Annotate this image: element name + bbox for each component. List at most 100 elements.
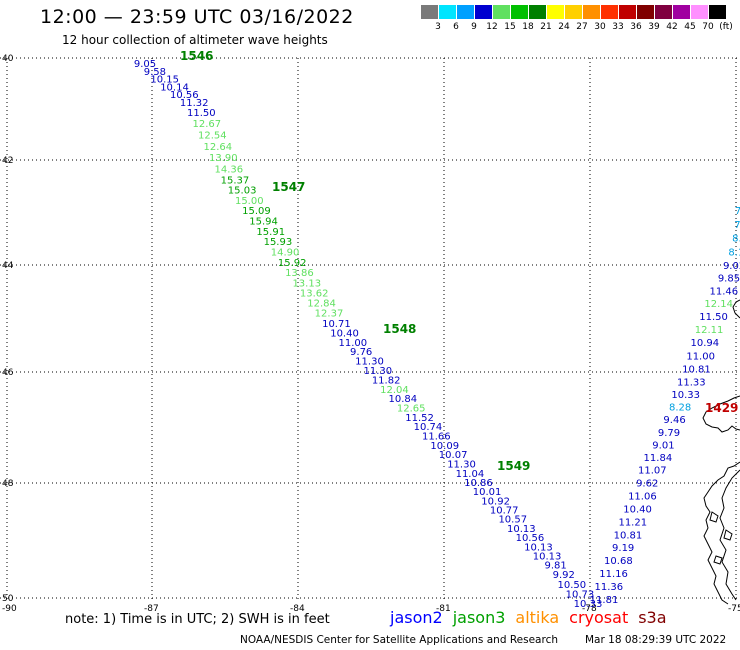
color-scale-swatch — [583, 5, 600, 19]
color-scale-label: 27 — [576, 22, 588, 32]
color-scale-label: 24 — [558, 22, 570, 32]
swh-value: 9.46 — [663, 415, 685, 426]
color-scale-swatch — [511, 5, 528, 19]
color-scale-label: 15 — [504, 22, 516, 32]
swh-value: 11.06 — [628, 491, 657, 502]
swh-value: 13.90 — [209, 153, 238, 164]
swh-value: 13.13 — [292, 278, 321, 289]
swh-value: 11.04 — [456, 469, 485, 480]
swh-value: 12.14 — [704, 299, 733, 310]
swh-value: 11.84 — [644, 453, 673, 464]
color-scale-label: 39 — [648, 22, 660, 32]
swh-value: 10.13 — [533, 551, 562, 562]
color-scale-swatch — [439, 5, 456, 19]
swh-value: 11.36 — [594, 582, 623, 593]
swh-value: 12.37 — [315, 309, 344, 320]
lon-tick-label: -90 — [2, 604, 17, 614]
swh-value: 9.79 — [658, 428, 680, 439]
color-scale-swatch — [493, 5, 510, 19]
color-scale-swatch — [457, 5, 474, 19]
color-scale-label: 30 — [594, 22, 606, 32]
swh-value: 10.33 — [574, 599, 603, 610]
swh-value: 15.92 — [278, 258, 307, 269]
swh-value: 12.84 — [307, 299, 336, 310]
swh-value: 11.81 — [590, 595, 619, 606]
color-scale-label: 21 — [540, 22, 552, 32]
swh-value: 15.09 — [242, 206, 271, 217]
lat-tick-label: 44 — [2, 261, 14, 271]
swh-value: 11.00 — [339, 338, 368, 349]
swh-value: 10.77 — [490, 506, 519, 517]
swh-value: 9.92 — [553, 570, 575, 581]
swh-value: 10.86 — [464, 478, 493, 489]
swh-value: 11.30 — [364, 366, 393, 377]
swh-value: 15.94 — [249, 217, 278, 228]
time-marker-label: 1429 — [705, 401, 738, 415]
color-scale-swatch — [619, 5, 636, 19]
swh-value: 11.21 — [618, 517, 647, 528]
color-scale-label: 9 — [471, 22, 477, 32]
map-title: 12:00 — 23:59 UTC 03/16/2022 — [40, 6, 354, 28]
swh-value: 15.00 — [235, 196, 264, 207]
swh-value: 11.50 — [699, 312, 728, 323]
color-scale-label: 18 — [522, 22, 534, 32]
color-scale-swatch — [691, 5, 708, 19]
color-scale-label: 6 — [453, 22, 459, 32]
swh-value: 9.76 — [350, 347, 372, 358]
swh-value: 15.37 — [221, 175, 250, 186]
time-markers: 1546 1547 1548 1549 1429 — [180, 49, 738, 473]
swh-value: 9.19 — [612, 543, 634, 554]
swh-value: 10.15 — [150, 75, 179, 86]
swh-value: 10.74 — [414, 422, 443, 433]
lon-tick-label: -84 — [290, 604, 305, 614]
lat-tick-label: 46 — [2, 368, 14, 378]
color-scale-swatch — [529, 5, 546, 19]
swh-value: 10.40 — [623, 504, 652, 515]
color-scale-label: 36 — [630, 22, 642, 32]
swh-value: 10.68 — [604, 556, 633, 567]
swh-value: 10.13 — [524, 542, 553, 553]
color-scale-swatch — [547, 5, 564, 19]
credit-timestamp: Mar 18 08:29:39 UTC 2022 — [585, 634, 727, 646]
mission-label: s3a — [638, 608, 667, 627]
mission-label: cryosat — [569, 608, 629, 627]
swh-value: 10.81 — [614, 530, 643, 541]
altimeter-tracks: 9.059.5810.1510.1410.5611.3211.5012.6712… — [134, 59, 740, 610]
swh-value: 12.04 — [380, 385, 409, 396]
swh-value: 13.86 — [285, 268, 314, 279]
color-scale-swatch — [655, 5, 672, 19]
swh-value: 12.54 — [198, 131, 227, 142]
axis-labels: 40 42 44 46 48 50-90 -87 -84 -81 -78 -75 — [2, 54, 740, 614]
footer-note: note: 1) Time is in UTC; 2) SWH is in fe… — [65, 612, 330, 627]
color-scale-label: 42 — [666, 22, 678, 32]
swh-value: 10.81 — [682, 365, 711, 376]
swh-value: 11.30 — [447, 460, 476, 471]
swh-value: 11.07 — [638, 466, 667, 477]
swh-value: 11.52 — [405, 413, 434, 424]
time-marker-label: 1546 — [180, 49, 213, 63]
color-scale-label: 12 — [486, 22, 498, 32]
swh-value: 10.73 — [566, 589, 595, 600]
time-marker-label: 1548 — [383, 322, 416, 336]
lon-tick-label: -81 — [436, 604, 451, 614]
swh-value: 13.62 — [300, 288, 329, 299]
credit-text: NOAA/NESDIS Center for Satellite Applica… — [240, 634, 558, 646]
swh-value: 12.65 — [397, 403, 426, 414]
color-scale-swatch — [673, 5, 690, 19]
swh-value: 10.01 — [473, 487, 502, 498]
swh-value: 10.09 — [430, 441, 459, 452]
lat-tick-label: 50 — [2, 594, 14, 604]
swh-value: 11.66 — [422, 432, 451, 443]
swh-value: 9.85 — [718, 274, 740, 285]
swh-value: 10.40 — [330, 328, 359, 339]
swh-value: 10.14 — [160, 82, 189, 93]
map-grid — [0, 57, 740, 600]
color-scale-label: 70 — [702, 22, 714, 32]
swh-value: 11.50 — [187, 108, 216, 119]
swh-value: 10.50 — [558, 580, 587, 591]
color-scale-label: (ft) — [719, 22, 733, 32]
color-scale-swatch — [565, 5, 582, 19]
swh-value: 10.56 — [170, 90, 199, 101]
lon-tick-label: -87 — [144, 604, 159, 614]
